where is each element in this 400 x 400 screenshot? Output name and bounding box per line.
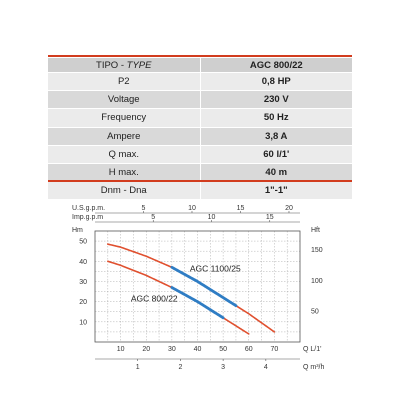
x-tick-label: 30 <box>168 346 176 353</box>
table-row: Ampere 3,8 A <box>48 126 352 146</box>
x-tick-label: 10 <box>117 346 125 353</box>
us-gpm-tick-label: 20 <box>285 205 293 212</box>
imp-gpm-tick-label: 10 <box>208 214 216 221</box>
series-label-agc-1100-25: AGC 1100/25 <box>190 263 241 273</box>
table-row: Dnm - Dna 1"-1" <box>48 181 352 200</box>
type-label-main: TIPO - <box>96 59 127 71</box>
us-gpm-tick-label: 10 <box>188 205 196 212</box>
series-label-agc-800-22: AGC 800/22 <box>131 294 178 304</box>
row-value: 50 Hz <box>200 108 352 128</box>
us-gpm-axis-label: U.S.g.p.m. <box>72 205 105 212</box>
x-tick-label: 60 <box>245 346 253 353</box>
y-axis-label: Hm <box>72 227 83 234</box>
row-label: Frequency <box>48 108 201 128</box>
row-value: 0,8 HP <box>200 71 352 91</box>
y-tick-label: 30 <box>79 279 87 286</box>
type-label-italic: TYPE <box>126 59 152 71</box>
pump-curve-chart: U.S.g.p.m. Imp.g.p.m 5 10 15 20 5 10 15 Hm 10 20 30 4… <box>72 205 324 371</box>
y-axis-right-label: Hft <box>311 227 320 234</box>
row-label: Ampere <box>48 126 201 146</box>
y-tick-label: 50 <box>79 239 87 246</box>
y-right-tick-label: 50 <box>311 309 319 316</box>
row-label: Dnm - Dna <box>48 181 201 200</box>
x-tick-label: 40 <box>194 346 202 353</box>
us-gpm-tick-label: 15 <box>237 205 245 212</box>
y-tick-label: 20 <box>79 299 87 306</box>
table-row: H max. 40 m <box>48 162 352 182</box>
model-name: AGC 800/22 <box>200 57 352 73</box>
spec-table-header: TIPO - TYPE AGC 800/22 <box>48 57 352 73</box>
m3h-tick-label: 2 <box>178 364 182 371</box>
row-value: 40 m <box>200 162 352 182</box>
y-tick-label: 10 <box>79 319 87 326</box>
x-tick-label: 70 <box>270 346 278 353</box>
x-tick-label: 50 <box>219 346 227 353</box>
m3h-tick-label: 4 <box>264 364 268 371</box>
y-tick-label: 40 <box>79 259 87 266</box>
row-value: 230 V <box>200 90 352 109</box>
curve-agc-1100-25 <box>107 243 276 333</box>
table-top-rule <box>48 55 352 57</box>
m3h-tick-label: 3 <box>221 364 225 371</box>
row-value: 60 l/1' <box>200 144 352 164</box>
imp-gpm-tick-label: 15 <box>266 214 274 221</box>
x-tick-label: 20 <box>142 346 150 353</box>
spec-table: TIPO - TYPE AGC 800/22 P2 0,8 HP Voltage… <box>48 57 352 200</box>
curve-efficiency-agc-1100-25 <box>170 265 238 308</box>
table-row: Frequency 50 Hz <box>48 108 352 128</box>
imp-gpm-axis-label: Imp.g.p.m <box>72 214 103 221</box>
table-row: P2 0,8 HP <box>48 71 352 91</box>
row-label: H max. <box>48 162 201 182</box>
x-axis-label: Q L/1' <box>303 346 321 353</box>
row-label: Q max. <box>48 144 201 164</box>
row-value: 1"-1" <box>200 181 352 200</box>
row-label: P2 <box>48 71 201 91</box>
curve-efficiency-agc-800-22 <box>170 286 225 320</box>
m3h-tick-label: 1 <box>136 364 140 371</box>
table-row: Voltage 230 V <box>48 90 352 109</box>
imp-gpm-tick-label: 5 <box>151 214 155 221</box>
type-label: TIPO - TYPE <box>48 57 201 73</box>
m3h-axis-label: Q m³/h <box>303 364 324 371</box>
row-value: 3,8 A <box>200 126 352 146</box>
row-label: Voltage <box>48 90 201 109</box>
y-right-tick-label: 150 <box>311 247 323 254</box>
table-row: Q max. 60 l/1' <box>48 144 352 164</box>
plot-frame <box>94 230 301 343</box>
y-right-tick-label: 100 <box>311 278 323 285</box>
table-bottom-rule <box>48 180 352 182</box>
us-gpm-tick-label: 5 <box>142 205 146 212</box>
